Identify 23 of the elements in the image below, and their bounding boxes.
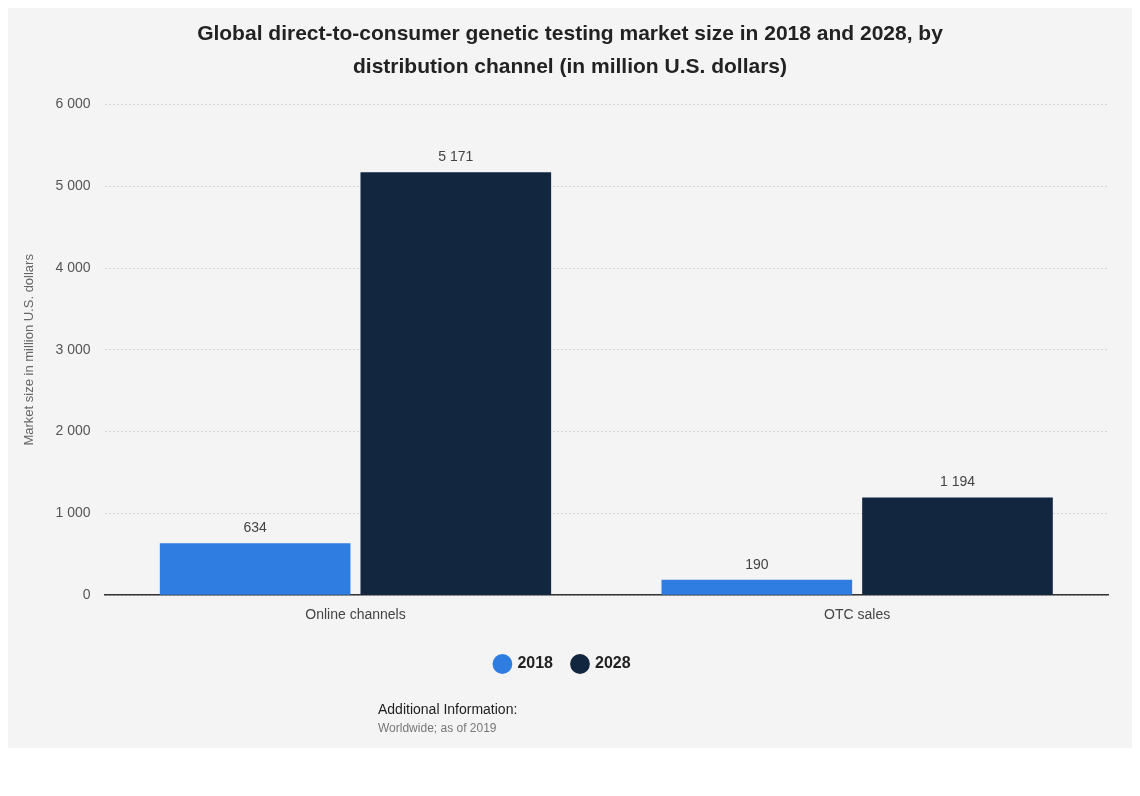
x-tick-label: OTC sales <box>824 606 891 623</box>
bar <box>862 497 1053 595</box>
text: Worldwide; as of 2019 <box>378 720 498 737</box>
data-label: 5 171 <box>438 148 474 165</box>
x-tick-label: Online channels <box>305 606 406 623</box>
y-axis-title: Market size in million U.S. dollars <box>21 253 37 446</box>
legend-label: 2018 <box>517 654 554 672</box>
bar <box>360 172 552 595</box>
y-tick-label: 6 000 <box>55 95 91 112</box>
y-tick-label: 1 000 <box>55 504 91 521</box>
data-label: 1 194 <box>939 473 976 490</box>
data-label: 634 <box>243 519 268 536</box>
legend-label: 2028 <box>595 654 631 672</box>
bar <box>661 579 853 595</box>
y-tick-label: 0 <box>82 586 91 603</box>
y-tick-label: 4 000 <box>55 258 91 275</box>
y-tick-label: 2 000 <box>55 422 91 439</box>
y-tick-label: 5 000 <box>55 177 91 194</box>
data-label: 190 <box>745 555 769 572</box>
chart-title: Global direct-to-consumer genetic testing market size in 2018 and 2028, by distribution channel (in million U.S. dollars) <box>196 20 944 79</box>
y-tick-label: 3 000 <box>55 340 91 357</box>
text: Additional Information: <box>378 700 519 719</box>
bar <box>159 543 351 595</box>
